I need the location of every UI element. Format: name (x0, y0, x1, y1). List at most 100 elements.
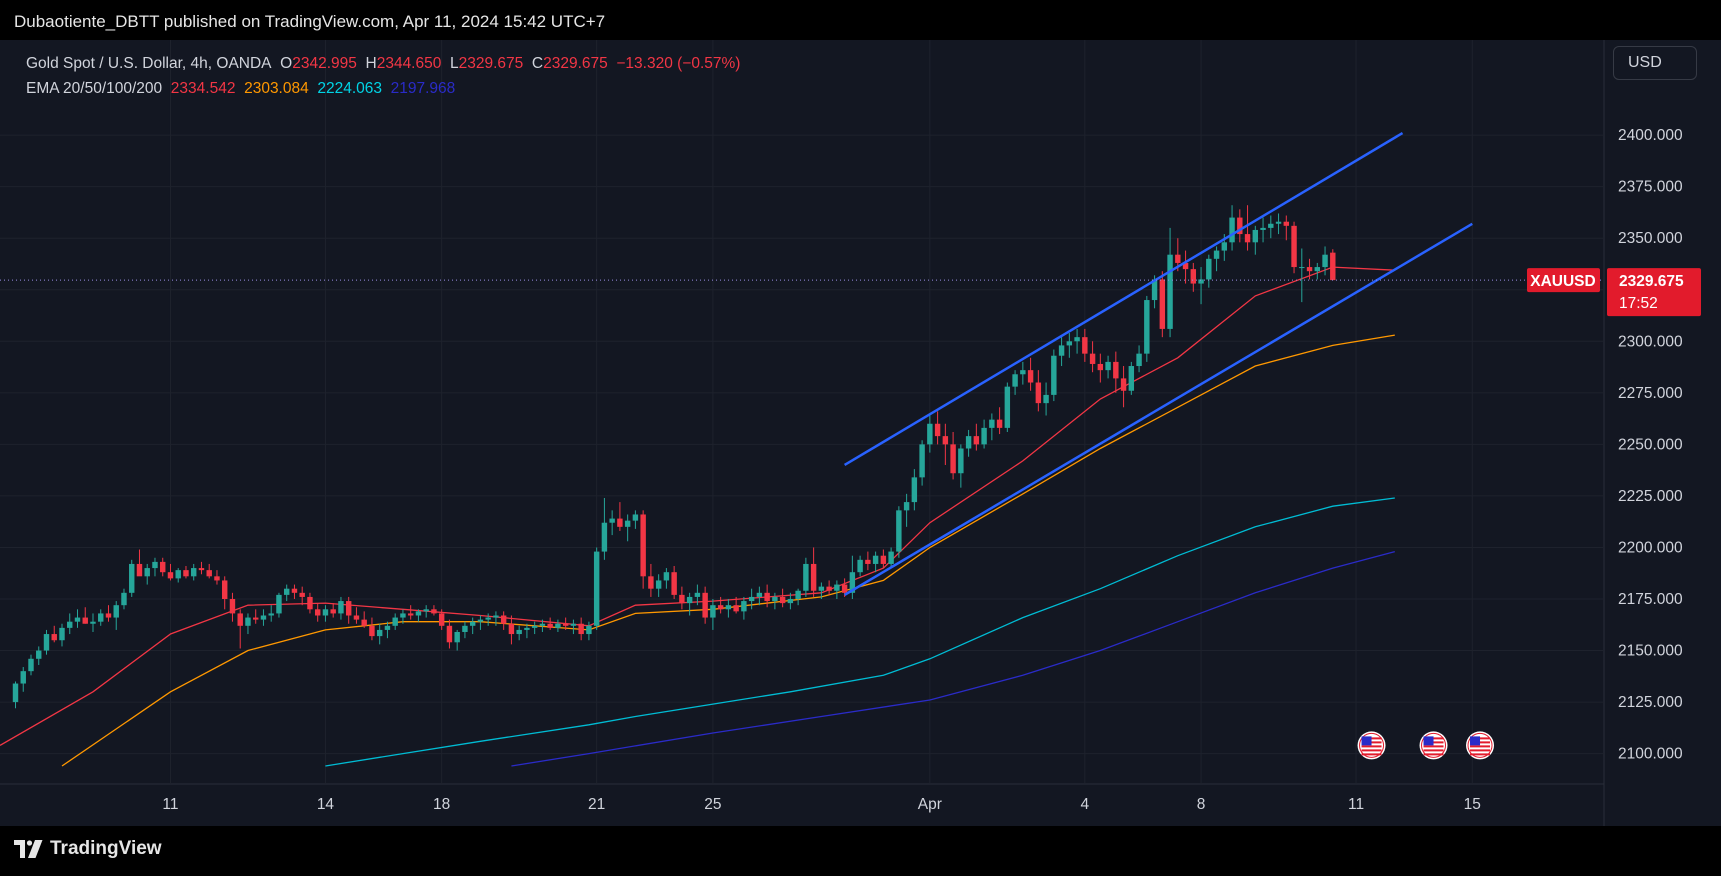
candle-down (51, 634, 57, 641)
y-tick-label: 2100.000 (1618, 746, 1683, 763)
candle-down (942, 436, 949, 445)
y-tick-label: 2175.000 (1618, 591, 1683, 608)
candle-up (601, 522, 608, 552)
candle-down (361, 619, 367, 626)
candle-down (160, 561, 166, 573)
candle-up (624, 520, 631, 527)
candle-down (82, 617, 88, 624)
candle-down (167, 572, 174, 579)
brand-name: TradingView (50, 838, 162, 859)
candle-up (36, 650, 42, 659)
candle-up (686, 596, 693, 604)
symbol-tag (1527, 268, 1600, 293)
us-flag-icon[interactable] (1357, 731, 1386, 760)
candle-down (1237, 217, 1243, 235)
high-label: H (365, 55, 377, 72)
candle-down (1035, 382, 1042, 404)
candle-down (353, 615, 360, 620)
candle-up (1012, 374, 1018, 387)
candle-down (369, 625, 375, 637)
candle-down (810, 563, 817, 591)
candle-up (919, 444, 925, 478)
candle-down (880, 555, 887, 564)
candle-up (1260, 227, 1266, 230)
candle-down (291, 588, 298, 593)
tradingview-logo[interactable]: TradingView (14, 838, 162, 860)
candle-up (593, 551, 600, 626)
ema50-value: 2303.084 (244, 80, 309, 97)
candle-up (1128, 366, 1135, 391)
candle-up (392, 617, 398, 626)
candle-up (772, 596, 778, 602)
candle-up (338, 601, 344, 614)
candle-down (950, 444, 956, 474)
ema100-value: 2224.063 (317, 80, 383, 97)
candle-up (1051, 355, 1057, 395)
candle-down (105, 613, 112, 618)
x-tick-label: 18 (433, 796, 450, 813)
y-tick-label: 2150.000 (1618, 643, 1683, 660)
candle-up (927, 423, 933, 445)
candle-up (268, 613, 274, 616)
open-value: 2342.995 (292, 55, 357, 72)
candle-up (655, 580, 662, 589)
symbol-name[interactable]: Gold Spot / U.S. Dollar, 4h, OANDA (26, 55, 272, 72)
price-chart[interactable]: 2100.000 2125.000 2150.000 2175.000 2200.000… (0, 40, 1721, 826)
candle-up (849, 572, 856, 593)
y-tick-label: 2375.000 (1618, 179, 1683, 196)
x-tick-label: 21 (588, 796, 605, 813)
candle-up (795, 590, 801, 599)
x-tick-label: 11 (1348, 796, 1364, 813)
chart-panel[interactable]: 2100.000 2125.000 2150.000 2175.000 2200.000… (0, 40, 1721, 826)
close-value: 2329.675 (543, 55, 608, 72)
candle-down (617, 518, 623, 527)
candle-down (547, 623, 553, 628)
y-tick-label: 2225.000 (1618, 488, 1683, 505)
ema-line-ema200 (511, 550, 1395, 767)
us-flag-icon[interactable] (1419, 731, 1448, 760)
candle-up (469, 621, 476, 626)
x-tick-label: Apr (918, 796, 942, 813)
candle-up (539, 623, 546, 626)
candle-down (1113, 361, 1119, 379)
candle-up (663, 572, 670, 581)
candle-down (136, 563, 143, 577)
candle-up (1198, 279, 1204, 284)
candle-up (1058, 345, 1065, 356)
ema-label[interactable]: EMA 20/50/100/200 (26, 80, 163, 97)
x-tick-label: 8 (1197, 796, 1206, 813)
candle-up (74, 617, 81, 622)
candle-up (1151, 279, 1158, 301)
candle-down (733, 605, 739, 612)
us-flag-icon[interactable] (1466, 731, 1495, 760)
tradingview-logo-icon (14, 840, 43, 858)
candle-up (113, 605, 119, 618)
candle-up (896, 510, 902, 552)
candle-down (1097, 363, 1104, 371)
candle-down (1182, 262, 1189, 270)
change-value: −13.320 (−0.57%) (616, 55, 741, 72)
candle-up (462, 625, 468, 632)
candle-up (175, 570, 181, 579)
candle-up (524, 627, 530, 630)
candle-up (1299, 267, 1305, 269)
candle-up (28, 658, 34, 672)
candle-up (756, 592, 763, 597)
candle-up (129, 563, 135, 593)
candle-down (1330, 252, 1336, 281)
candle-down (345, 601, 352, 616)
candle-down (826, 586, 832, 591)
candle-up (1221, 242, 1228, 251)
ema-legend: EMA 20/50/100/200 2334.542 2303.084 2224… (26, 80, 455, 98)
candle-down (500, 615, 507, 624)
candle-up (1322, 254, 1328, 268)
candle-up (485, 617, 491, 620)
candle-down (1089, 353, 1096, 364)
candle-up (1020, 370, 1026, 375)
currency-button[interactable]: USD (1613, 46, 1697, 80)
candle-up (694, 592, 701, 597)
candle-down (314, 609, 321, 616)
ema-line-ema100 (325, 497, 1395, 767)
candle-up (493, 615, 499, 618)
ema-line-ema20 (0, 266, 1395, 746)
